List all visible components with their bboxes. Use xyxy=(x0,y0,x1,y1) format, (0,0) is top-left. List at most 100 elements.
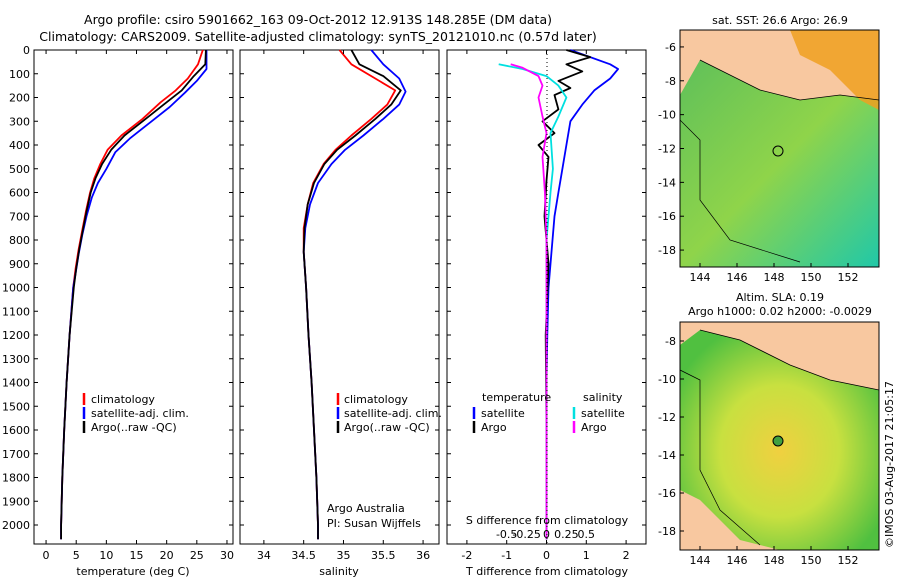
salinity-panel xyxy=(239,49,440,545)
series-line-argo-raw-qc- xyxy=(60,49,207,540)
x-tick-label: 2 xyxy=(623,549,630,562)
argo-australia-label: Argo Australia xyxy=(327,502,405,515)
legend-sat: satellite-adj. clim. xyxy=(344,407,442,420)
depth-tick-label: 400 xyxy=(9,139,30,152)
sst-map-warm-patch xyxy=(790,30,879,110)
lat-tick-label: -12 xyxy=(658,143,676,156)
legend-argo: Argo(..raw -QC) xyxy=(344,421,430,434)
sla-map-frame xyxy=(679,321,880,551)
lat-tick-label: -14 xyxy=(658,176,676,189)
sst-map-title: sat. SST: 26.6 Argo: 26.9 xyxy=(712,14,848,27)
lat-tick-label: -18 xyxy=(658,244,676,257)
series-line-s-satellite xyxy=(498,63,568,540)
lat-tick-label: -8 xyxy=(665,335,676,348)
depth-tick-label: 1600 xyxy=(2,424,30,437)
sla-map-title-1: Altim. SLA: 0.19 xyxy=(736,291,824,304)
depth-tick-label: 600 xyxy=(9,187,30,200)
salinity-xlabel: salinity xyxy=(319,565,359,578)
sst-map-ocean xyxy=(680,60,879,267)
lon-tick-label: 144 xyxy=(690,271,711,284)
legend-s-argo: Argo xyxy=(581,421,607,434)
difference-legend: temperature salinity satellite Argo sate… xyxy=(472,391,625,434)
legend-t-argo: Argo xyxy=(481,421,507,434)
sst-map-coastline xyxy=(699,59,880,101)
depth-tick-label: 1700 xyxy=(2,448,30,461)
x-axes: 0 5 10 15 20 25 30 34 34.5 35 35.5 36 -2 -1 0 1 2 -0.5-0.… xyxy=(43,50,630,562)
legend-clim: climatology xyxy=(344,393,408,406)
depth-tick-label: 1400 xyxy=(2,377,30,390)
lat-tick-label: -14 xyxy=(658,449,676,462)
lon-tick-label: 150 xyxy=(801,554,822,567)
legend-header-salinity: salinity xyxy=(583,391,623,404)
series-line-satellite-adj-clim- xyxy=(302,49,407,540)
lon-tick-label: 144 xyxy=(690,554,711,567)
lon-tick-label: 148 xyxy=(764,554,785,567)
series-line-climatology xyxy=(302,49,397,540)
depth-tick-label: 1200 xyxy=(2,329,30,342)
series-line-climatology xyxy=(60,49,204,540)
depth-tick-label: 800 xyxy=(9,234,30,247)
sst-map-axes: -6 -8 -10 -12 -14 -16 -18 144 146 148 150 152 xyxy=(658,41,858,284)
x-tick-label: 10 xyxy=(99,549,113,562)
s-tick-label: -0.25 xyxy=(512,528,540,541)
depth-tick-label: 1500 xyxy=(2,400,30,413)
x-tick-label: 34 xyxy=(257,549,271,562)
lat-tick-label: -16 xyxy=(658,210,676,223)
sst-map-isobath xyxy=(679,119,801,263)
s-tick-label: -0.5 xyxy=(496,528,517,541)
x-tick-label: -1 xyxy=(501,549,512,562)
x-tick-label: 15 xyxy=(130,549,144,562)
depth-tick-label: 0 xyxy=(23,44,30,57)
depth-tick-label: 2000 xyxy=(2,519,30,532)
profile-lines xyxy=(60,49,619,540)
sst-map xyxy=(679,29,880,268)
depth-tick-label: 1000 xyxy=(2,282,30,295)
depth-tick-label: 500 xyxy=(9,163,30,176)
lon-tick-label: 146 xyxy=(727,271,748,284)
lon-tick-label: 150 xyxy=(801,271,822,284)
depth-tick-label: 900 xyxy=(9,258,30,271)
title-line-2: Climatology: CARS2009. Satellite-adjuste… xyxy=(39,29,596,44)
x-tick-label: 0 xyxy=(43,549,50,562)
pi-label: PI: Susan Wijffels xyxy=(327,517,421,530)
imos-credit: ©IMOS 03-Aug-2017 21:05:17 xyxy=(883,381,896,548)
series-line-satellite-adj-clim- xyxy=(60,50,208,540)
depth-tick-label: 1900 xyxy=(2,495,30,508)
tdiff-xlabel: T difference from climatology xyxy=(465,565,628,578)
depth-tick-label: 200 xyxy=(9,92,30,105)
lon-tick-label: 146 xyxy=(727,554,748,567)
x-tick-label: 25 xyxy=(190,549,204,562)
x-tick-label: 20 xyxy=(160,549,174,562)
series-line-t-satellite xyxy=(545,49,619,540)
sla-map-axes: -8 -10 -12 -14 -16 -18 144 146 148 150 152 xyxy=(658,335,858,567)
temperature-legend: climatology satellite-adj. clim. Argo(..… xyxy=(82,393,189,434)
title-line-1: Argo profile: csiro 5901662_163 09-Oct-2… xyxy=(84,12,552,27)
x-tick-label: 34.5 xyxy=(291,549,316,562)
x-tick-label: 5 xyxy=(73,549,80,562)
depth-axis: 0 100 200 300 400 500 600 700 800 900 1000 1100 1200… xyxy=(2,44,646,532)
salinity-legend: climatology satellite-adj. clim. Argo(..… xyxy=(336,393,442,434)
temperature-panel xyxy=(33,49,234,545)
legend-header-temperature: temperature xyxy=(482,391,551,404)
lon-tick-label: 152 xyxy=(838,554,859,567)
x-tick-label: 1 xyxy=(583,549,590,562)
series-line-argo-raw-qc- xyxy=(302,49,402,540)
argo-position-marker xyxy=(772,435,784,447)
x-tick-label: 36 xyxy=(416,549,430,562)
depth-tick-label: 1100 xyxy=(2,305,30,318)
depth-tick-label: 100 xyxy=(9,68,30,81)
legend-argo: Argo(..raw -QC) xyxy=(91,421,177,434)
depth-tick-label: 300 xyxy=(9,115,30,128)
sdiff-xlabel: S difference from climatology xyxy=(466,514,629,527)
lon-tick-label: 152 xyxy=(838,271,859,284)
depth-tick-label: 1800 xyxy=(2,472,30,485)
sla-map-isobath xyxy=(679,369,761,546)
series-line-s-argo xyxy=(510,63,548,540)
x-tick-label: 35 xyxy=(336,549,350,562)
lat-tick-label: -10 xyxy=(658,109,676,122)
s-tick-label: 0.5 xyxy=(578,528,596,541)
x-tick-label: 0 xyxy=(543,549,550,562)
lat-tick-label: -10 xyxy=(658,373,676,386)
series-line-t-argo xyxy=(537,49,592,540)
lat-tick-label: -12 xyxy=(658,411,676,424)
